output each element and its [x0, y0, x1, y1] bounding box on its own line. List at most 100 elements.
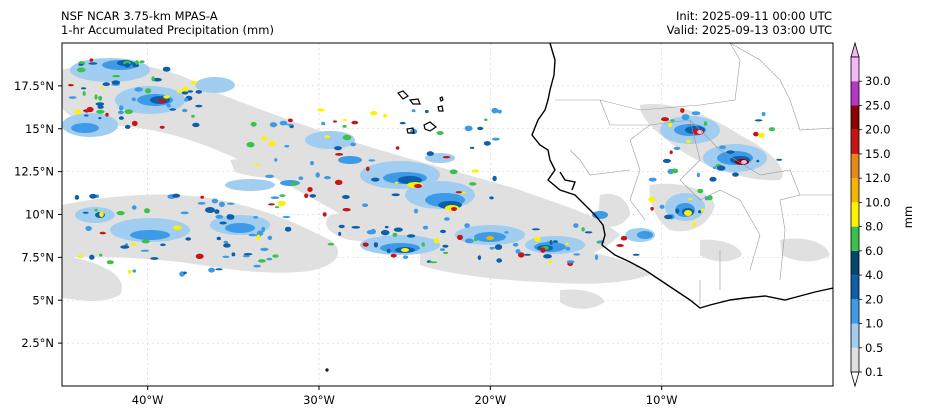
precip-cell	[573, 223, 579, 229]
precip-cell	[197, 202, 206, 205]
precip-cell	[497, 109, 502, 114]
precip-cell	[391, 193, 400, 197]
precip-cell	[673, 146, 681, 150]
precip-cell	[703, 121, 708, 126]
precip-cell	[406, 234, 416, 238]
precip-cell	[267, 235, 273, 240]
precip-cell	[98, 117, 102, 120]
lat-tick-label: 5°N	[32, 293, 54, 307]
lat-tick-label: 7.5°N	[21, 250, 54, 264]
precip-cell	[523, 253, 532, 256]
precip-cell	[484, 118, 488, 122]
precip-cell	[80, 87, 87, 90]
precip-cell	[322, 212, 327, 217]
field-title: 1-hr Accumulated Precipitation (mm)	[61, 23, 274, 37]
country-borders	[555, 43, 833, 305]
precip-cell	[368, 159, 376, 162]
precip-cell	[531, 228, 541, 231]
colorbar-segment	[851, 299, 859, 324]
precip-cell	[697, 188, 704, 194]
lon-tick-label: 10°W	[646, 393, 678, 407]
longitude-axis: 40°W 30°W 20°W 10°W	[132, 386, 678, 407]
precip-cell	[661, 117, 669, 122]
precip-cell	[151, 76, 155, 82]
precip-cell	[411, 109, 416, 113]
colorbar-segment	[851, 178, 859, 203]
precip-cell	[216, 236, 221, 241]
colorbar-segment	[851, 81, 859, 106]
colorbar-segment	[851, 275, 859, 300]
precip-cell	[394, 181, 399, 184]
precip-cell	[335, 153, 344, 156]
precip-cell	[100, 87, 106, 90]
precip-cell	[95, 102, 105, 106]
colorbar-segment	[851, 226, 859, 251]
precip-cell	[307, 187, 313, 192]
precip-cell	[477, 126, 484, 131]
precip-cell	[269, 122, 278, 128]
precip-cell	[215, 268, 223, 271]
precip-cell	[444, 217, 450, 221]
precip-cell	[370, 228, 377, 235]
precip-cell	[118, 116, 124, 120]
precip-cell	[261, 136, 268, 141]
precip-cell	[457, 234, 463, 240]
precip-cell	[753, 131, 759, 137]
precip-cell	[85, 226, 92, 231]
precip-cell	[648, 177, 657, 182]
precip-cell	[99, 253, 103, 257]
precip-cell	[68, 96, 77, 99]
colorbar-tick-label: 25.0	[865, 98, 891, 112]
precip-cell	[552, 240, 558, 243]
precip-cell	[131, 97, 136, 102]
precip-cell	[163, 95, 170, 99]
precip-cell	[384, 225, 389, 229]
precip-cell	[83, 109, 92, 113]
precip-cell	[719, 145, 726, 150]
precip-cell	[321, 121, 326, 126]
colorbar-tick-label: 1.0	[865, 317, 883, 331]
precip-cell	[195, 253, 204, 259]
colorbar-frame	[850, 56, 860, 373]
precip-cell	[207, 207, 212, 213]
precip-cell	[698, 210, 702, 214]
precip-cell	[144, 208, 150, 214]
precip-cell	[477, 255, 482, 261]
precip-cell	[246, 141, 255, 148]
precip-cell	[390, 253, 397, 258]
precip-cell	[84, 114, 89, 117]
precip-cell	[89, 193, 97, 199]
precip-cell	[282, 215, 291, 219]
colorbar-tick-label: 20.0	[865, 123, 891, 137]
precip-cell	[620, 235, 628, 241]
precip-cell	[106, 260, 114, 265]
precip-cell	[726, 150, 735, 154]
precip-cell	[268, 140, 276, 147]
precip-cell	[180, 211, 189, 215]
precip-cell	[253, 216, 259, 219]
precip-cell	[187, 90, 193, 93]
precip-cell	[260, 247, 269, 251]
precip-cell	[594, 254, 599, 261]
precip-cell	[403, 255, 409, 259]
colorbar-segment	[851, 153, 859, 179]
precip-cell	[691, 111, 701, 116]
precip-cell	[284, 145, 290, 148]
precip-cell	[124, 63, 131, 68]
precip-cell	[88, 62, 98, 65]
precip-cell	[464, 223, 470, 229]
precip-cell	[82, 91, 86, 96]
precip-cell	[304, 193, 309, 199]
precip-cell	[173, 225, 182, 231]
precip-cell	[139, 60, 145, 64]
precipitation-field	[62, 43, 833, 372]
precip-cell	[473, 238, 478, 242]
precip-cell	[140, 249, 150, 252]
precip-cell	[492, 175, 497, 182]
precip-cell	[309, 194, 317, 198]
precip-cell	[315, 172, 320, 178]
precip-cell	[469, 182, 477, 186]
precip-cell	[362, 203, 369, 207]
precip-cell	[266, 257, 273, 261]
precip-cell	[191, 114, 195, 118]
